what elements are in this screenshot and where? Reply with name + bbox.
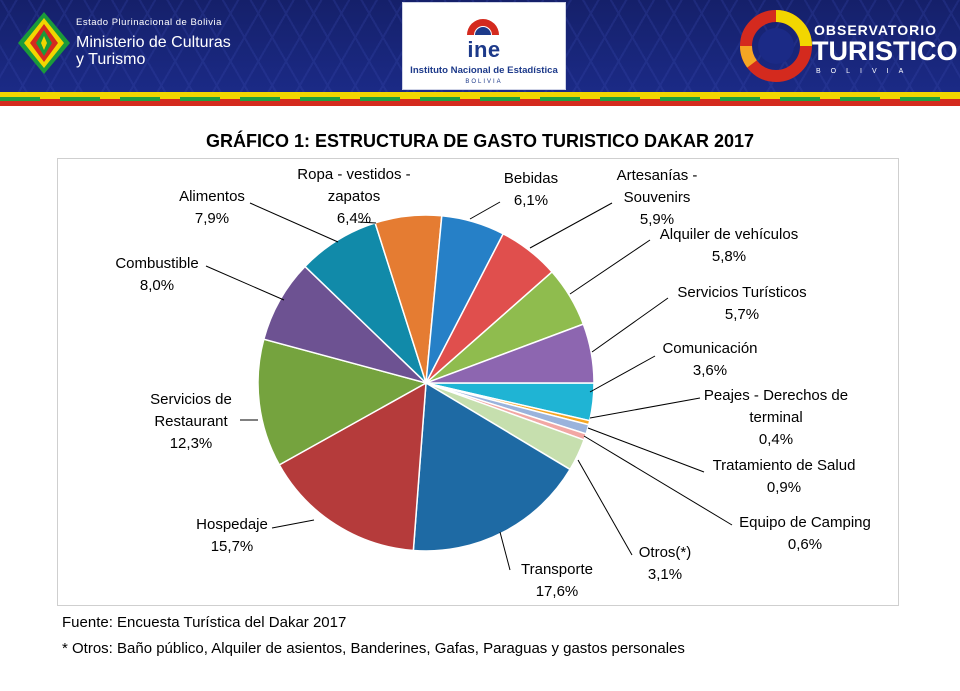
ministry-state-name: Estado Plurinacional de Bolivia <box>76 17 222 28</box>
chart-title: GRÁFICO 1: ESTRUCTURA DE GASTO TURISTICO… <box>205 131 755 151</box>
ministry-emblem-icon <box>18 12 70 74</box>
leader-line <box>469 201 501 220</box>
observatory-title-top: OBSERVATORIO <box>814 22 937 38</box>
observatory-title-main: TURISTICO <box>812 36 958 66</box>
leader-line <box>529 202 613 249</box>
leader-line <box>271 519 315 529</box>
slice-label: Comunicación 3,6% <box>662 340 757 379</box>
leader-line <box>499 531 511 571</box>
slice-label: Equipo de Camping 0,6% <box>739 514 871 553</box>
slice-label: Tratamiento de Salud 0,9% <box>713 457 856 496</box>
slice-category-label: Peajes - Derechos de <box>704 387 848 404</box>
slice-value-label: 6,4% <box>337 210 371 227</box>
leader-line <box>589 355 656 393</box>
slice-category-label: Artesanías - <box>617 167 698 184</box>
source-note: Fuente: Encuesta Turística del Dakar 201… <box>62 614 347 631</box>
slice-category-label: Alimentos <box>179 188 245 205</box>
banner-header: Estado Plurinacional de Bolivia Minister… <box>0 0 960 92</box>
leader-line <box>583 435 733 526</box>
ine-logo-box: ine Instituto Nacional de Estadística BO… <box>402 2 566 90</box>
leader-line <box>357 221 377 224</box>
observatory-sun-icon <box>740 10 812 82</box>
others-note: * Otros: Baño público, Alquiler de asien… <box>62 640 685 657</box>
slice-label: Servicios Turísticos 5,7% <box>677 284 806 323</box>
slice-value-label: 0,6% <box>788 536 822 553</box>
slice-label: Ropa - vestidos - zapatos 6,4% <box>297 166 410 227</box>
slice-value-label: 5,9% <box>640 211 674 228</box>
slice-category-label: Equipo de Camping <box>739 514 871 531</box>
leader-line <box>249 202 339 243</box>
slice-category-label: Restaurant <box>154 413 228 430</box>
slice-category-label: zapatos <box>328 188 381 205</box>
slice-category-label: Comunicación <box>662 340 757 357</box>
slice-value-label: 6,1% <box>514 192 548 209</box>
slice-label: Otros(*) 3,1% <box>639 544 692 583</box>
leader-line <box>577 459 633 556</box>
slice-label: Alimentos 7,9% <box>179 188 245 227</box>
slice-value-label: 5,7% <box>725 306 759 323</box>
ine-country: BOLIVIA <box>465 79 503 85</box>
slice-category-label: Servicios de <box>150 391 232 408</box>
slice-value-label: 17,6% <box>536 583 579 600</box>
slice-category-label: Combustible <box>115 255 198 272</box>
pie-slice <box>412 381 572 552</box>
slice-category-label: Souvenirs <box>624 189 691 206</box>
pie-slice <box>425 323 595 384</box>
slice-label: Alquiler de vehículos 5,8% <box>660 226 798 265</box>
leader-line <box>591 297 669 353</box>
pie-slice <box>278 381 427 552</box>
slice-category-label: terminal <box>749 409 802 426</box>
flag-stripe-pattern <box>0 97 960 101</box>
ministry-name-line1: Ministerio de Culturas <box>76 34 231 51</box>
slice-label: Artesanías - Souvenirs 5,9% <box>617 167 698 228</box>
slice-value-label: 0,9% <box>767 479 801 496</box>
ine-arch-icon <box>467 19 499 35</box>
slice-label: Servicios de Restaurant 12,3% <box>150 391 232 452</box>
slice-category-label: Servicios Turísticos <box>677 284 806 301</box>
ministry-logo-group: Estado Plurinacional de Bolivia Minister… <box>16 8 256 80</box>
slice-label: Bebidas 6,1% <box>504 170 558 209</box>
slice-category-label: Otros(*) <box>639 544 692 561</box>
leader-line <box>589 397 701 419</box>
slice-category-label: Transporte <box>521 561 593 578</box>
slice-value-label: 3,6% <box>693 362 727 379</box>
slice-value-label: 12,3% <box>170 435 213 452</box>
slice-category-label: Alquiler de vehículos <box>660 226 798 243</box>
observatory-country: BOLIVIA <box>816 68 914 75</box>
slice-category-label: Ropa - vestidos - <box>297 166 410 183</box>
leader-line <box>205 265 285 301</box>
slice-value-label: 0,4% <box>759 431 793 448</box>
observatory-logo-group: OBSERVATORIO TURISTICO BOLIVIA <box>738 8 958 84</box>
ine-full-name: Instituto Nacional de Estadística <box>410 65 558 76</box>
slice-label: Hospedaje 15,7% <box>196 516 268 555</box>
pie-slice <box>257 338 428 466</box>
ministry-name-line2: y Turismo <box>76 51 146 68</box>
leader-line <box>569 239 651 295</box>
slice-category-label: Tratamiento de Salud <box>713 457 856 474</box>
slice-label: Peajes - Derechos de terminal 0,4% <box>704 387 848 448</box>
ine-wordmark: ine <box>467 37 501 62</box>
leader-line <box>587 427 705 473</box>
slice-category-label: Hospedaje <box>196 516 268 533</box>
slice-value-label: 15,7% <box>211 538 254 555</box>
slice-value-label: 7,9% <box>195 210 229 227</box>
chart-frame <box>57 158 899 606</box>
slice-value-label: 5,8% <box>712 248 746 265</box>
slice-value-label: 8,0% <box>140 277 174 294</box>
slice-label: Transporte 17,6% <box>521 561 593 600</box>
slice-value-label: 3,1% <box>648 566 682 583</box>
ministry-name: Ministerio de Culturas y Turismo <box>76 34 231 68</box>
slice-label: Combustible 8,0% <box>115 255 198 294</box>
slice-category-label: Bebidas <box>504 170 558 187</box>
